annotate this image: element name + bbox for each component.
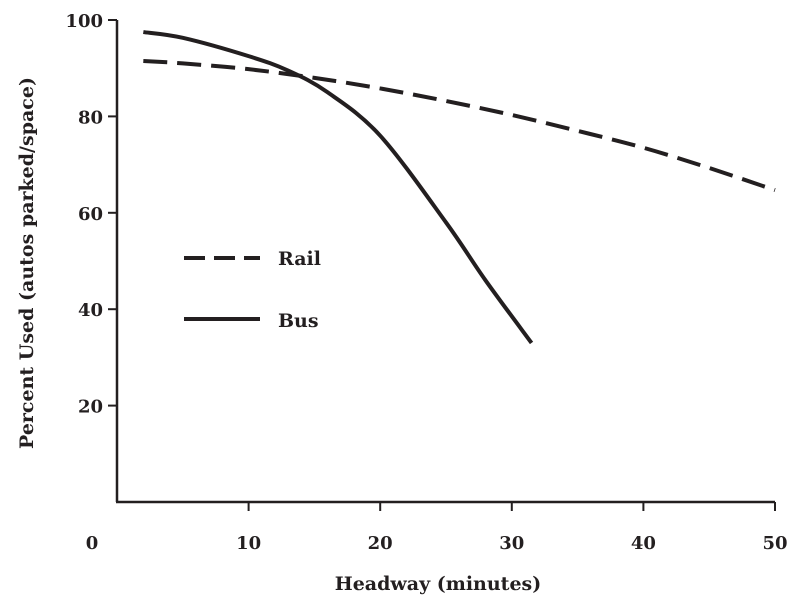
y-tick-label: 40 <box>78 300 103 321</box>
legend: Rail Bus <box>184 248 321 332</box>
x-axis-title: Headway (minutes) <box>335 573 541 595</box>
x-tick-label: 10 <box>236 533 261 554</box>
x-tick-label: 0 <box>86 533 99 554</box>
x-tick-label: 20 <box>368 533 393 554</box>
series-line-bus <box>143 30 534 345</box>
series-line-rail <box>143 58 776 193</box>
x-tick-label: 50 <box>762 533 787 554</box>
y-tick-label: 80 <box>78 107 103 128</box>
series-lines <box>143 30 776 345</box>
y-axis-title: Percent Used (autos parked/space) <box>16 77 38 449</box>
x-tick-label: 40 <box>631 533 656 554</box>
axes <box>115 20 775 504</box>
y-tick-label: 100 <box>65 11 103 32</box>
y-tick-label: 20 <box>78 397 103 418</box>
x-tick-label: 30 <box>499 533 524 554</box>
y-ticks: 20 40 60 80 100 <box>65 11 117 418</box>
legend-label-bus: Bus <box>278 310 319 332</box>
legend-label-rail: Rail <box>278 248 321 270</box>
y-tick-label: 60 <box>78 204 103 225</box>
x-ticks: 0 10 20 30 40 50 <box>86 502 788 554</box>
